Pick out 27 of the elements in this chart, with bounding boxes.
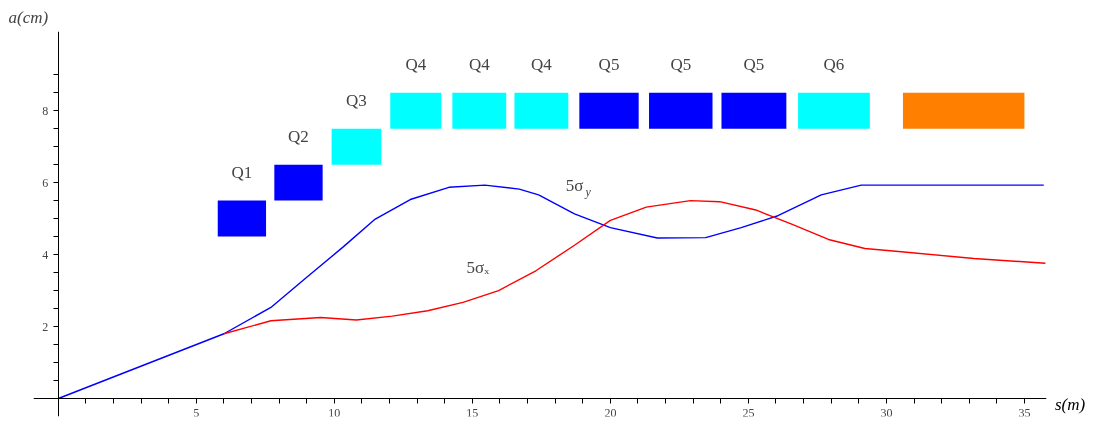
bar xyxy=(452,92,507,129)
annotation: Q5 xyxy=(598,55,620,75)
x-tick-label: 10 xyxy=(328,405,341,420)
annotation: Q5 xyxy=(670,55,692,75)
annotation: Q4 xyxy=(468,55,491,75)
annotation: Q4 xyxy=(405,55,427,75)
y-tick-label: 6 xyxy=(42,175,49,190)
y-tick-label: 8 xyxy=(42,103,49,118)
line-series xyxy=(223,199,1047,335)
x-axis-title: s(m) xyxy=(1055,394,1086,416)
y-tick-label: 4 xyxy=(42,247,49,262)
annotation: Q5 xyxy=(743,55,765,75)
y-axis-title: a(cm) xyxy=(8,7,49,27)
annotation: Q2 xyxy=(288,127,309,147)
annotation: Q1 xyxy=(231,163,253,183)
x-tick-label: 30 xyxy=(880,405,893,420)
x-tick-label: 15 xyxy=(466,405,479,420)
annotation: Q6 xyxy=(823,55,845,75)
bar xyxy=(514,92,569,129)
annotation: 5σₓ xyxy=(466,258,490,278)
x-tick-label: 5 xyxy=(193,405,200,420)
x-tick-label: 20 xyxy=(604,405,617,420)
x-tick-label: 35 xyxy=(1018,405,1031,420)
y-tick-label: 2 xyxy=(42,319,49,334)
annotation: Q3 xyxy=(346,91,367,111)
annotation: Q4 xyxy=(530,55,553,75)
x-tick-label: 25 xyxy=(742,405,755,420)
